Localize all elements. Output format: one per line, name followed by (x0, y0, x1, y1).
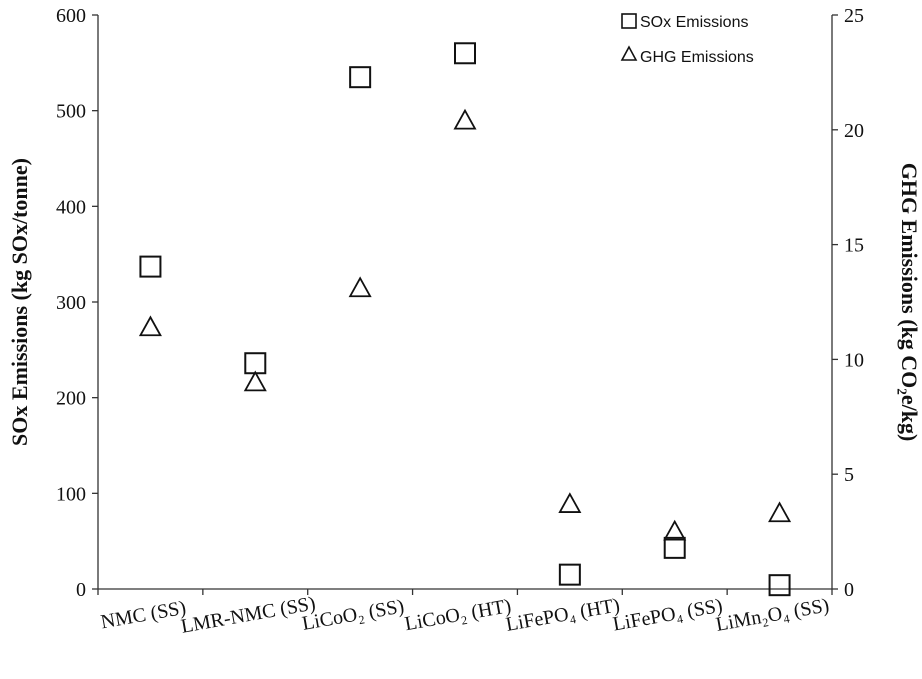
y2-tick-label: 20 (844, 120, 864, 142)
y2-tick-label: 0 (844, 579, 854, 601)
y-axis-title: SOx Emissions (kg SOx/tonne) (7, 158, 32, 446)
ghg-point-triangle (453, 108, 477, 130)
sox-point-square (454, 42, 476, 65)
x-tick-label: LiMn₂O₄ (SS) (714, 594, 831, 636)
y-tick-label: 400 (56, 196, 86, 218)
y-tick-label: 200 (56, 388, 86, 410)
sox-point-square (139, 255, 162, 278)
x-tick-label: NMC (SS) (99, 597, 188, 634)
axes: 0 100 200 300 400 500 600 0 5 10 15 20 25 NMC (SS)LMR… (56, 5, 864, 638)
y2-axis-title: GHG Emissions (kg CO₂e/kg) (897, 163, 922, 442)
y2-tick-label: 5 (844, 464, 854, 486)
legend-square-icon (621, 13, 637, 29)
sox-point-square (244, 352, 267, 375)
x-tick-label: LiCoO₂ (HT) (403, 595, 513, 635)
y-tick-label: 500 (56, 101, 86, 123)
sox-point-square (349, 66, 372, 89)
sox-point-square (768, 574, 791, 597)
y-tick-label: 0 (76, 579, 86, 601)
ghg-point-triangle (348, 276, 372, 298)
legend-label-sox: SOx Emissions (640, 14, 748, 31)
x-tick-label: LiCoO₂ (SS) (300, 595, 405, 635)
plot-marks (138, 42, 792, 597)
y-tick-label: 300 (56, 292, 86, 314)
x-tick-label: LMR-NMC (SS) (179, 592, 317, 637)
sox-point-square (558, 563, 581, 586)
y-tick-label: 100 (56, 483, 86, 505)
sox-point-square (663, 536, 686, 559)
y2-tick-label: 25 (844, 5, 864, 27)
legend-triangle-icon (620, 45, 638, 61)
y-tick-label: 600 (56, 5, 86, 27)
ghg-point-triangle (768, 501, 792, 523)
y2-tick-label: 15 (844, 235, 864, 257)
x-tick-label: LiFePO₄ (SS) (611, 595, 724, 636)
legend: SOx Emissions GHG Emissions (620, 13, 754, 66)
y2-tick-label: 10 (844, 349, 864, 371)
legend-label-ghg: GHG Emissions (640, 49, 754, 66)
ghg-point-triangle (138, 315, 162, 337)
x-tick-label: LiFePO₄ (HT) (504, 594, 621, 636)
ghg-point-triangle (663, 519, 687, 541)
ghg-point-triangle (558, 492, 582, 513)
ghg-point-triangle (243, 370, 267, 392)
